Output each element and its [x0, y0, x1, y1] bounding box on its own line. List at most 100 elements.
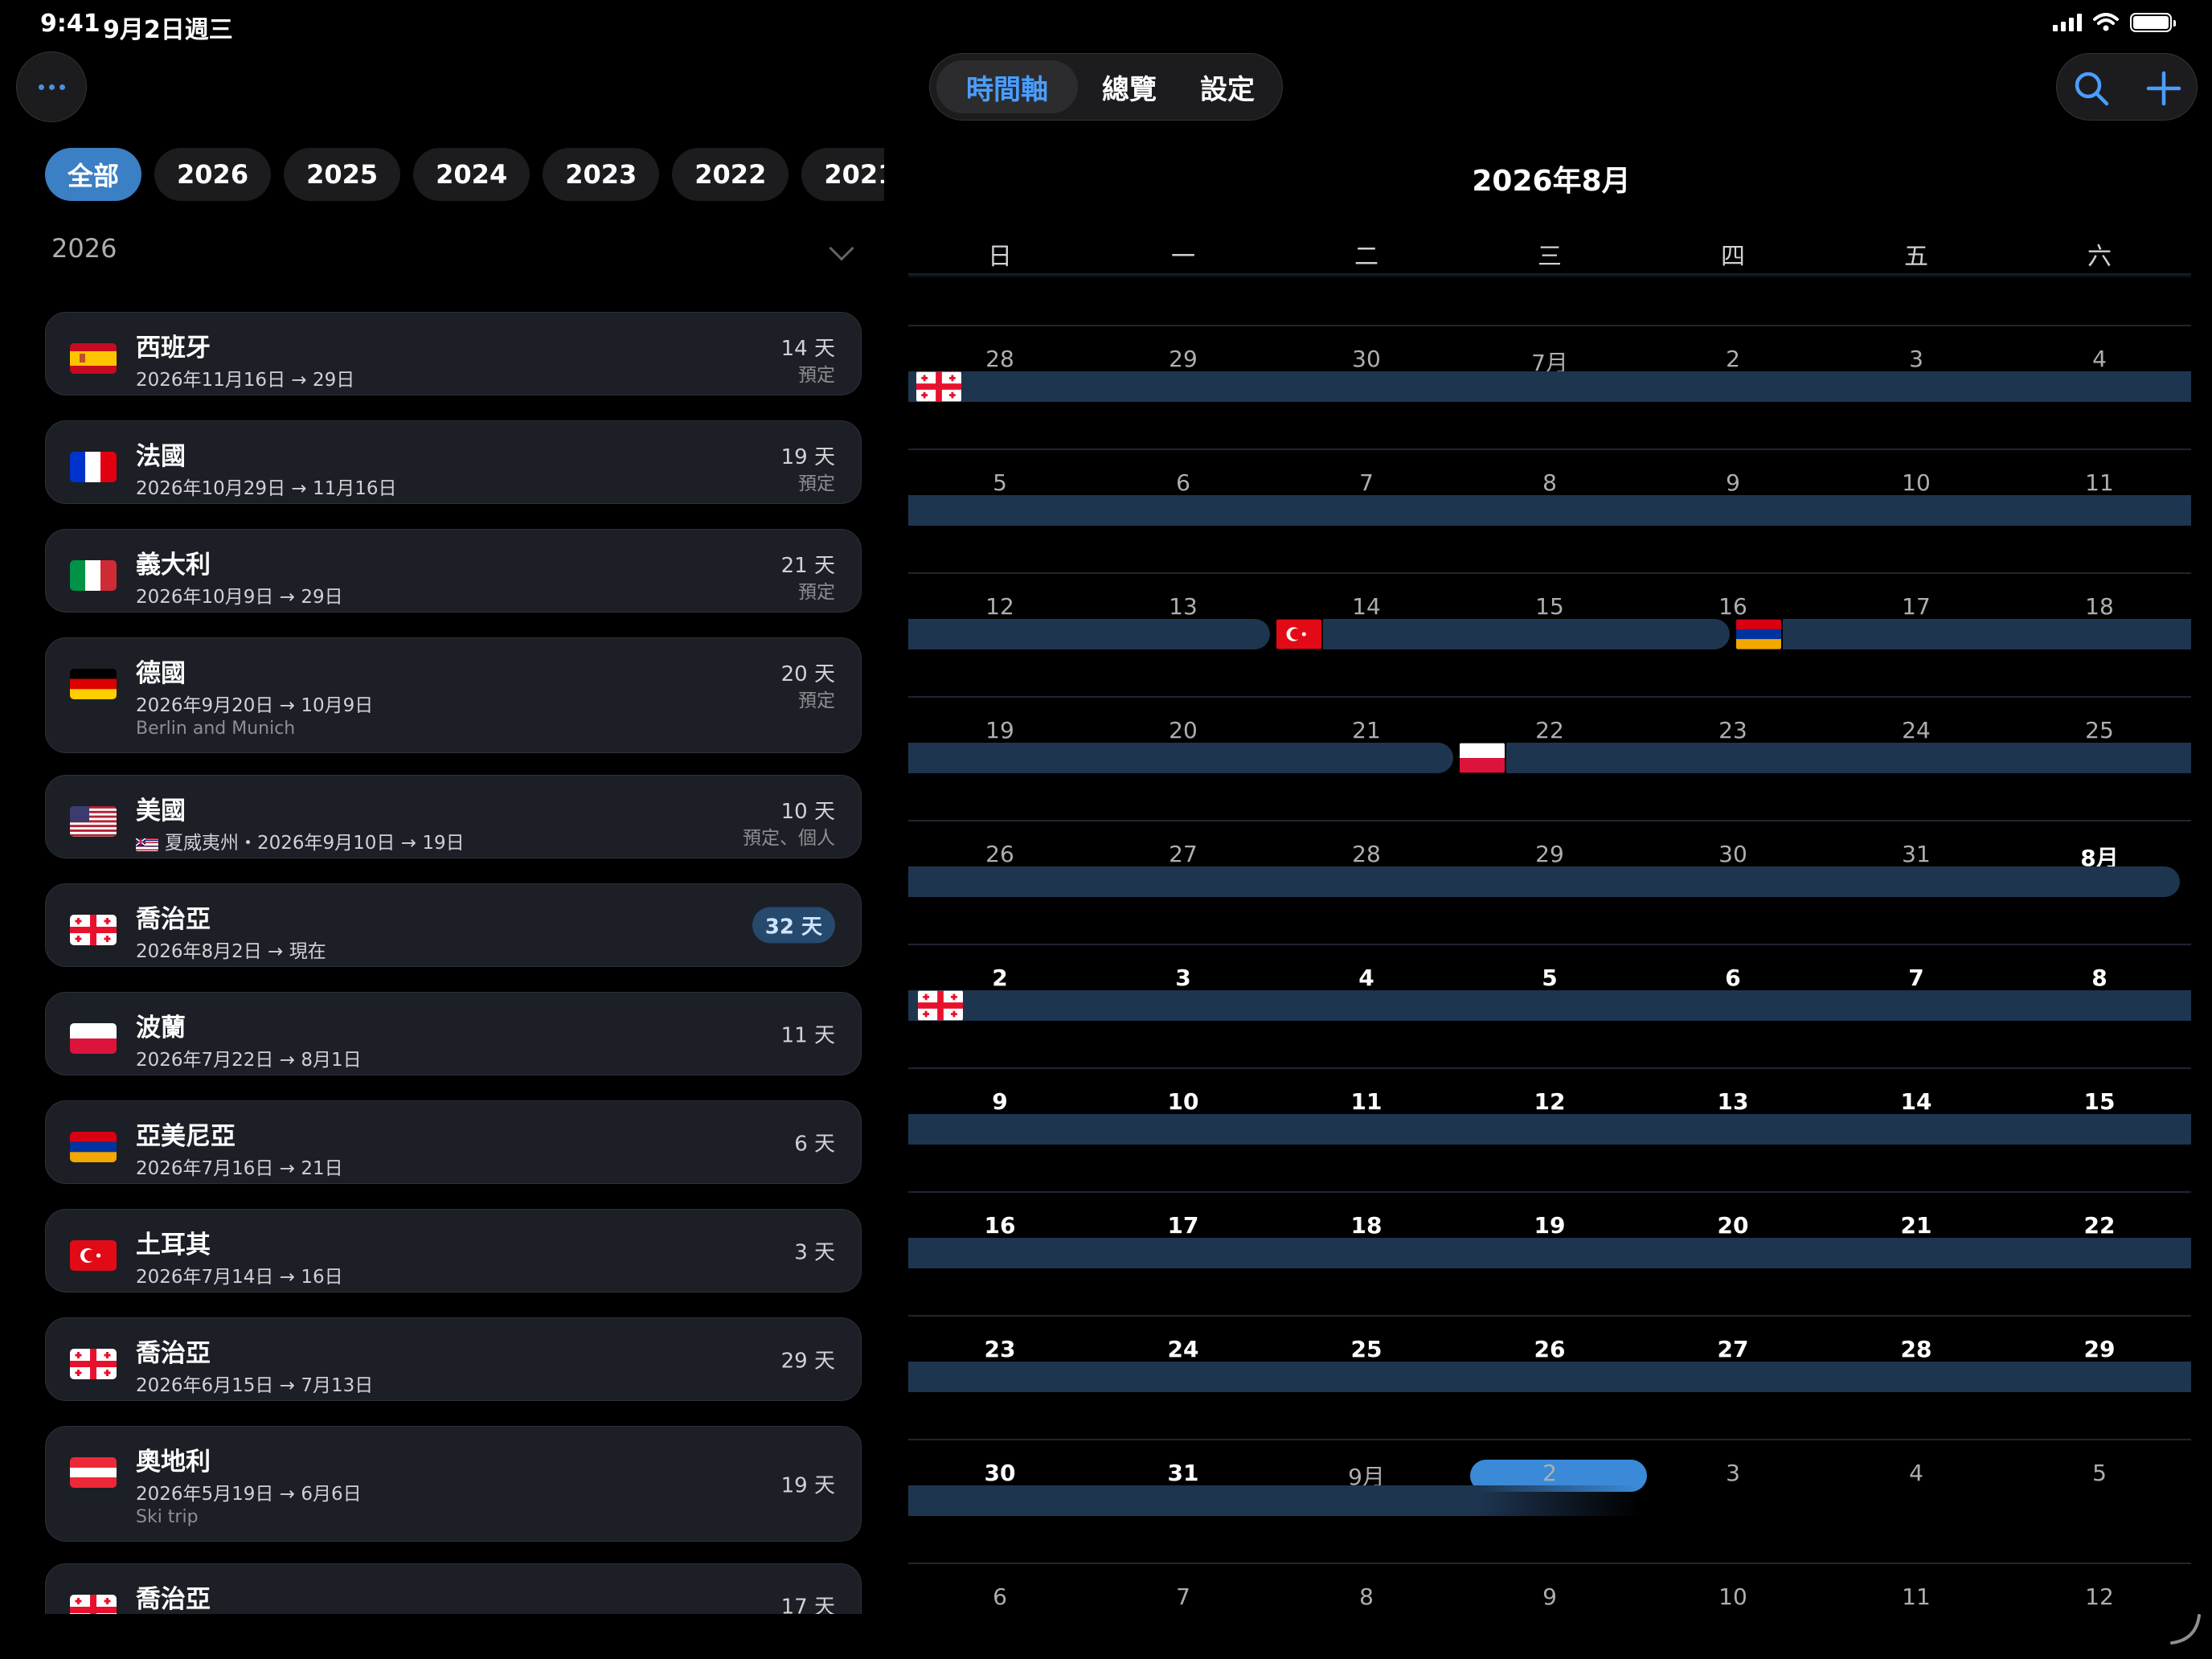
year-chip-all[interactable]: 全部 — [45, 148, 142, 201]
trip-card[interactable]: 德國 2026年9月20日 → 10月9日 Berlin and Munich 20 … — [45, 637, 862, 753]
calendar-day[interactable]: 21 — [1352, 717, 1381, 743]
calendar-day[interactable]: 2 — [992, 965, 1008, 991]
calendar-day[interactable]: 8 — [1542, 469, 1557, 496]
resize-handle-icon[interactable] — [2167, 1611, 2204, 1648]
calendar-day[interactable]: 15 — [1535, 593, 1564, 620]
trip-bar[interactable] — [908, 1362, 2191, 1392]
year-chip-2025[interactable]: 2025 — [284, 148, 401, 201]
add-icon[interactable] — [2145, 70, 2182, 107]
trip-card[interactable]: 西班牙 2026年11月16日 → 29日 14 天預定 — [45, 312, 862, 395]
calendar-day[interactable]: 12 — [1534, 1088, 1566, 1115]
calendar-day[interactable]: 7 — [1359, 469, 1374, 496]
trip-bar[interactable] — [908, 1114, 2191, 1145]
calendar-day[interactable]: 11 — [1350, 1088, 1382, 1115]
calendar-day[interactable]: 15 — [2083, 1088, 2116, 1115]
calendar-day[interactable]: 19 — [985, 717, 1014, 743]
trip-card[interactable]: 喬治亞 2026年6月15日 → 7月13日 29 天 — [45, 1317, 862, 1401]
calendar-day[interactable]: 8 — [2091, 965, 2108, 991]
calendar-day[interactable]: 20 — [1717, 1212, 1749, 1239]
calendar-day[interactable]: 13 — [1169, 593, 1198, 620]
calendar-day[interactable]: 30 — [1718, 841, 1747, 867]
calendar-day[interactable]: 7 — [1176, 1583, 1190, 1610]
calendar-day[interactable]: 4 — [1358, 965, 1374, 991]
tab-settings[interactable]: 設定 — [1200, 73, 1255, 106]
trip-card[interactable]: 美國 夏威夷州・2026年9月10日 → 19日 10 天預定、個人 — [45, 775, 862, 858]
calendar-day[interactable]: 11 — [1902, 1583, 1931, 1610]
calendar-day[interactable]: 24 — [1902, 717, 1931, 743]
calendar-day[interactable]: 11 — [2085, 469, 2114, 496]
calendar-day[interactable]: 5 — [993, 469, 1007, 496]
calendar-day[interactable]: 16 — [984, 1212, 1016, 1239]
calendar-day[interactable]: 10 — [1718, 1583, 1747, 1610]
calendar-day[interactable]: 8 — [1359, 1583, 1374, 1610]
calendar-day[interactable]: 10 — [1902, 469, 1931, 496]
calendar-day[interactable]: 24 — [1167, 1336, 1199, 1362]
year-chip-2022[interactable]: 2022 — [672, 148, 789, 201]
calendar-day[interactable]: 19 — [1534, 1212, 1566, 1239]
trip-bar[interactable] — [908, 619, 1270, 649]
calendar-day[interactable]: 14 — [1352, 593, 1381, 620]
search-icon[interactable] — [2071, 68, 2112, 109]
calendar-day[interactable]: 25 — [1350, 1336, 1382, 1362]
calendar-day[interactable]: 26 — [985, 841, 1014, 867]
calendar-day[interactable]: 6 — [1176, 469, 1190, 496]
calendar-day[interactable]: 29 — [1169, 346, 1198, 372]
trip-card[interactable]: 法國 2026年10月29日 → 11月16日 19 天預定 — [45, 420, 862, 504]
trip-bar[interactable] — [908, 990, 2191, 1021]
calendar-day[interactable]: 23 — [1718, 717, 1747, 743]
calendar-day[interactable]: 12 — [2085, 1583, 2114, 1610]
calendar-day[interactable]: 27 — [1717, 1336, 1749, 1362]
calendar-day[interactable]: 3 — [1909, 346, 1923, 372]
calendar-day[interactable]: 26 — [1534, 1336, 1566, 1362]
calendar-day[interactable]: 28 — [985, 346, 1014, 372]
trip-bar[interactable] — [908, 495, 2191, 526]
calendar-day[interactable]: 4 — [2092, 346, 2107, 372]
trip-card[interactable]: 土耳其 2026年7月14日 → 16日 3 天 — [45, 1209, 862, 1292]
trip-card[interactable]: 義大利 2026年10月9日 → 29日 21 天預定 — [45, 529, 862, 612]
calendar-day[interactable]: 9 — [992, 1088, 1008, 1115]
chevron-down-icon[interactable] — [829, 236, 854, 261]
calendar-day[interactable]: 9 — [1542, 1583, 1557, 1610]
calendar-day[interactable]: 18 — [1350, 1212, 1382, 1239]
calendar-day[interactable]: 7 — [1908, 965, 1924, 991]
calendar-day[interactable]: 3 — [1175, 965, 1191, 991]
calendar-day[interactable]: 2 — [1726, 346, 1740, 372]
calendar-day[interactable]: 5 — [1542, 965, 1558, 991]
calendar-day[interactable]: 25 — [2085, 717, 2114, 743]
year-chip-2024[interactable]: 2024 — [413, 148, 530, 201]
trip-bar[interactable] — [1783, 619, 2191, 649]
calendar-day[interactable]: 16 — [1718, 593, 1747, 620]
trip-bar[interactable] — [908, 1238, 2191, 1268]
calendar-day[interactable]: 22 — [2083, 1212, 2116, 1239]
trip-card[interactable]: 亞美尼亞 2026年7月16日 → 21日 6 天 — [45, 1100, 862, 1184]
calendar-day[interactable]: 17 — [1167, 1212, 1199, 1239]
year-chip-2026[interactable]: 2026 — [154, 148, 272, 201]
calendar-day[interactable]: 22 — [1535, 717, 1564, 743]
trip-bar[interactable] — [908, 1485, 1640, 1516]
trip-card[interactable]: 波蘭 2026年7月22日 → 8月1日 11 天 — [45, 992, 862, 1075]
calendar-day[interactable]: 29 — [2083, 1336, 2116, 1362]
calendar-day[interactable]: 17 — [1902, 593, 1931, 620]
more-options-button[interactable] — [16, 51, 87, 122]
calendar-day[interactable]: 28 — [1900, 1336, 1932, 1362]
calendar-day[interactable]: 6 — [1725, 965, 1741, 991]
calendar-day[interactable]: 12 — [985, 593, 1014, 620]
calendar-day[interactable]: 18 — [2085, 593, 2114, 620]
calendar-day[interactable]: 23 — [984, 1336, 1016, 1362]
tab-timeline[interactable]: 時間軸 — [936, 60, 1078, 113]
trip-bar[interactable] — [1506, 743, 2191, 773]
calendar-day[interactable]: 29 — [1535, 841, 1564, 867]
trip-bar[interactable] — [908, 743, 1453, 773]
calendar-day[interactable]: 31 — [1167, 1460, 1199, 1486]
calendar-day[interactable]: 4 — [1909, 1460, 1923, 1486]
trip-card[interactable]: 奧地利 2026年5月19日 → 6月6日 Ski trip 19 天 — [45, 1426, 862, 1542]
trip-card[interactable]: 喬治亞 2026年8月2日 → 現在 32 天 — [45, 883, 862, 967]
calendar-day[interactable]: 27 — [1169, 841, 1198, 867]
trip-card[interactable]: 喬治亞 17 天 — [45, 1563, 862, 1614]
calendar-day[interactable]: 9 — [1726, 469, 1740, 496]
calendar-day[interactable]: 31 — [1902, 841, 1931, 867]
calendar-day[interactable]: 2 — [1542, 1460, 1557, 1486]
trip-bar[interactable] — [1323, 619, 1730, 649]
calendar-day[interactable]: 30 — [984, 1460, 1016, 1486]
